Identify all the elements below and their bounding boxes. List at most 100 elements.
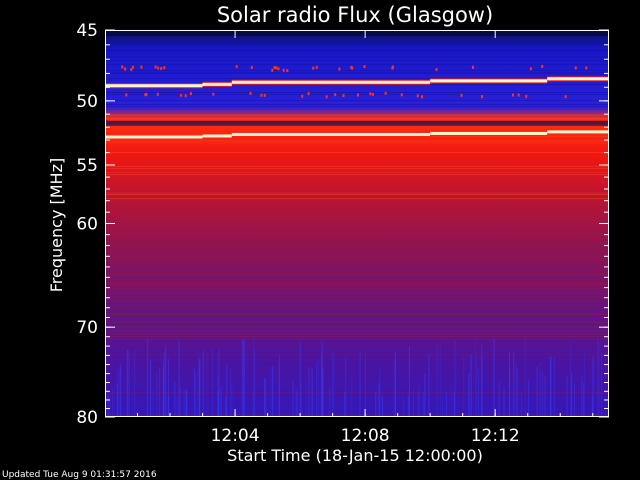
noise-streak [378, 382, 380, 417]
noise-streak [163, 352, 165, 417]
noise-streak [317, 359, 319, 417]
frequency-band [105, 260, 609, 262]
noise-streak [278, 362, 280, 417]
noise-streak [408, 346, 410, 417]
noise-streak [116, 383, 118, 417]
emission-line [231, 80, 431, 84]
interference-mark [315, 65, 318, 69]
noise-streak [524, 338, 526, 417]
interference-mark [350, 65, 353, 69]
interference-mark [391, 66, 394, 70]
interference-mark [325, 95, 328, 99]
frequency-band [105, 42, 609, 44]
noise-streak [242, 337, 244, 417]
interference-mark [460, 93, 463, 97]
noise-streak [474, 341, 476, 417]
interference-mark [312, 66, 315, 70]
interference-mark [541, 64, 544, 68]
frequency-band [105, 166, 609, 167]
emission-line [105, 135, 203, 139]
interference-mark [416, 94, 419, 98]
frequency-band [105, 274, 609, 275]
noise-streak [147, 339, 149, 417]
noise-streak [229, 368, 231, 417]
frequency-band [105, 250, 609, 251]
interference-mark [529, 67, 532, 71]
emission-line [547, 130, 609, 134]
noise-streak [539, 362, 541, 417]
interference-mark [277, 67, 280, 71]
frequency-band [105, 114, 609, 116]
frequency-band [105, 326, 609, 328]
noise-streak [402, 396, 404, 417]
noise-streak [218, 350, 220, 417]
interference-mark [121, 65, 124, 69]
frequency-band [105, 336, 609, 337]
noise-streak [183, 388, 185, 417]
noise-streak [217, 390, 219, 417]
noise-streak [544, 375, 546, 417]
frequency-band [105, 334, 609, 335]
noise-streak [126, 349, 128, 417]
noise-streak [407, 395, 409, 417]
noise-streak [454, 340, 456, 417]
noise-streak [198, 351, 200, 417]
frequency-band [105, 256, 609, 258]
noise-streak [322, 369, 324, 417]
noise-streak [345, 357, 347, 417]
noise-streak [253, 337, 255, 417]
y-tick-label: 70 [76, 318, 98, 338]
frequency-band [105, 300, 609, 301]
interference-mark [301, 94, 304, 98]
noise-streak [550, 356, 552, 417]
x-tick-label: 12:12 [471, 426, 520, 446]
noise-streak [598, 342, 600, 417]
y-axis-label: Frequency [MHz] [47, 158, 66, 292]
noise-streak [516, 369, 518, 417]
noise-streak [299, 342, 301, 417]
noise-streak [231, 382, 233, 417]
frequency-band [105, 230, 609, 231]
interference-mark [384, 91, 387, 95]
emission-line [202, 134, 232, 138]
noise-streak [477, 369, 479, 417]
noise-streak [162, 362, 164, 417]
noise-streak [542, 372, 544, 417]
emission-line [430, 131, 548, 135]
noise-streak [176, 395, 178, 417]
frequency-band [105, 338, 609, 340]
frequency-band [105, 92, 609, 93]
noise-streak [134, 349, 136, 417]
noise-streak [217, 375, 219, 417]
noise-streak [206, 353, 208, 417]
noise-streak [468, 373, 470, 417]
noise-streak [305, 379, 307, 417]
noise-streak [476, 355, 478, 417]
interference-mark [512, 93, 515, 97]
frequency-band [105, 36, 609, 37]
emission-lines [105, 64, 609, 140]
noise-streak [351, 376, 353, 417]
frequency-band [105, 194, 609, 195]
noise-streak [202, 349, 204, 417]
frequency-band [105, 272, 609, 274]
noise-streak [185, 388, 187, 417]
noise-streak [311, 368, 313, 417]
noise-streak [243, 341, 245, 417]
noise-streak [167, 396, 169, 417]
interference-mark [189, 92, 192, 96]
noise-streak [128, 350, 130, 417]
noise-streak [242, 339, 244, 417]
y-tick-label: 60 [76, 215, 98, 235]
noise-streak [112, 389, 114, 417]
frequency-band [105, 354, 609, 355]
noise-streak [393, 361, 395, 417]
interference-mark [130, 68, 133, 72]
frequency-band [105, 296, 609, 298]
x-tick-label: 12:04 [211, 426, 260, 446]
frequency-band [105, 120, 609, 126]
interference-mark [286, 69, 289, 73]
noise-streak [279, 354, 281, 417]
frequency-band [105, 56, 609, 58]
noise-streak [364, 351, 366, 417]
